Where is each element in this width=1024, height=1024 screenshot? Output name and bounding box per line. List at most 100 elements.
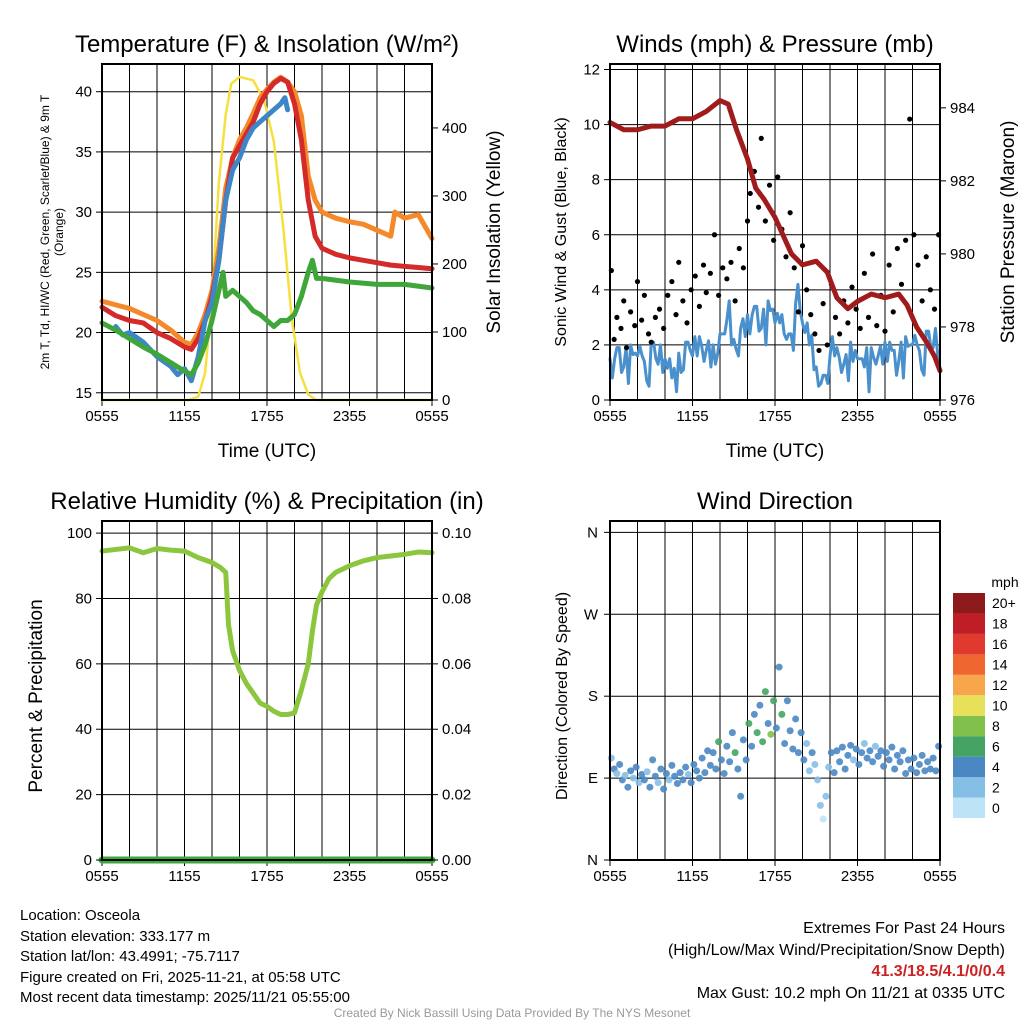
x-tick-label: 2355 <box>841 868 874 885</box>
direction-point <box>742 756 750 764</box>
gust-point <box>911 232 917 238</box>
direction-point <box>924 758 932 766</box>
colorbar-swatch <box>953 797 985 818</box>
gust-point <box>634 278 641 285</box>
gust-point <box>865 314 872 320</box>
gust-point <box>673 312 679 318</box>
recent-timestamp: Most recent data timestamp: 2025/11/21 0… <box>20 989 350 1006</box>
direction-point <box>767 730 775 738</box>
humidity-panel: Relative Humidity (%) & Precipitation (i… <box>26 488 484 885</box>
x-tick-label: 0555 <box>593 868 626 885</box>
y-tick-label: 4 <box>592 282 600 299</box>
temperature-panel: Temperature (F) & Insolation (W/m²) 0555 1… <box>75 31 505 462</box>
direction-point <box>904 756 912 764</box>
y-tick-label: 80 <box>75 590 92 607</box>
direction-point <box>616 760 624 768</box>
gust-point <box>669 278 675 285</box>
extremes-title: Extremes For Past 24 Hours <box>803 920 1005 937</box>
x-tick-label: 1155 <box>168 408 200 425</box>
gust-point <box>919 298 925 304</box>
y-tick-label: 12 <box>583 62 600 79</box>
chart-title: Winds (mph) & Pressure (mb) <box>616 31 933 58</box>
direction-point <box>759 738 767 746</box>
series-pressure <box>607 98 943 374</box>
direction-point <box>737 792 745 800</box>
direction-point <box>624 783 632 791</box>
chart-title: Wind Direction <box>697 488 853 515</box>
gust-point <box>758 135 764 141</box>
x-axis-label: Time (UTC) <box>726 441 825 462</box>
x-tick-label: 1155 <box>676 408 708 425</box>
direction-point <box>676 769 684 777</box>
y2-tick-label: 984 <box>950 100 975 117</box>
plot-border <box>101 520 433 861</box>
colorbar-swatch <box>953 756 985 778</box>
temperature-y-axis-label: 2m T, Td, HI/WC (Red, Green, Scarlet/Blu… <box>38 94 66 370</box>
gust-point <box>820 301 826 307</box>
direction-point <box>646 783 654 791</box>
y2-axis-label: Station Pressure (Maroon) <box>998 121 1019 344</box>
colorbar-label: 4 <box>992 759 1000 775</box>
y-tick-label: E <box>588 770 598 787</box>
direction-point <box>739 736 747 744</box>
gust-point <box>857 325 863 331</box>
colorbar-swatch <box>953 633 985 655</box>
direction-point <box>778 710 786 718</box>
direction-point <box>932 767 940 775</box>
direction-point <box>819 815 827 823</box>
gust-point <box>628 309 634 315</box>
direction-point <box>852 745 860 753</box>
colorbar-label: 0 <box>992 800 1000 816</box>
gust-point <box>894 245 900 252</box>
colorbar-swatch <box>953 695 985 716</box>
elevation: Station elevation: 333.177 m <box>20 927 211 945</box>
direction-point <box>665 776 673 784</box>
colorbar-label: 2 <box>992 779 1000 795</box>
gust-point <box>853 306 859 312</box>
direction-point <box>797 729 805 737</box>
direction-point <box>726 758 734 766</box>
gust-point <box>808 312 814 318</box>
direction-point <box>811 760 819 768</box>
extremes-box: Extremes For Past 24 Hours (High/Low/Max… <box>668 918 1005 1004</box>
gust-point <box>648 339 654 345</box>
direction-point <box>825 763 833 771</box>
gust-point <box>870 251 876 257</box>
direction-point <box>734 765 742 773</box>
direction-point <box>770 697 778 705</box>
direction-point <box>907 765 915 773</box>
gust-point <box>696 303 702 309</box>
direction-point <box>789 745 797 753</box>
direction-point <box>629 774 637 782</box>
x-tick-label: 1155 <box>676 868 708 885</box>
direction-point <box>745 719 753 727</box>
direction-point <box>640 776 648 784</box>
direction-point <box>693 767 701 775</box>
gust-point <box>787 210 793 216</box>
series-rh <box>99 545 435 718</box>
direction-point <box>869 758 877 766</box>
plot-border <box>609 520 941 861</box>
direction-point <box>836 758 844 766</box>
y2-axis-label: Solar Insolation (Yellow) <box>484 130 505 333</box>
gust-point <box>707 270 713 276</box>
direction-point <box>690 760 698 768</box>
direction-point <box>913 769 921 777</box>
y-tick-label: 0 <box>592 392 600 409</box>
direction-point <box>750 710 758 718</box>
series-hi-wc <box>113 95 291 384</box>
direction-point <box>783 697 791 705</box>
y-tick-label: 10 <box>583 117 600 134</box>
direction-point <box>885 756 893 764</box>
gust-point <box>812 331 818 337</box>
gust-point <box>720 265 726 271</box>
y-tick-label: 0 <box>84 852 92 869</box>
direction-point <box>662 770 670 778</box>
y2-tick-label: 100 <box>442 324 467 341</box>
x-tick-label: 0555 <box>415 868 448 885</box>
direction-point <box>706 761 714 769</box>
gust-point <box>874 323 880 329</box>
direction-point <box>775 663 783 671</box>
